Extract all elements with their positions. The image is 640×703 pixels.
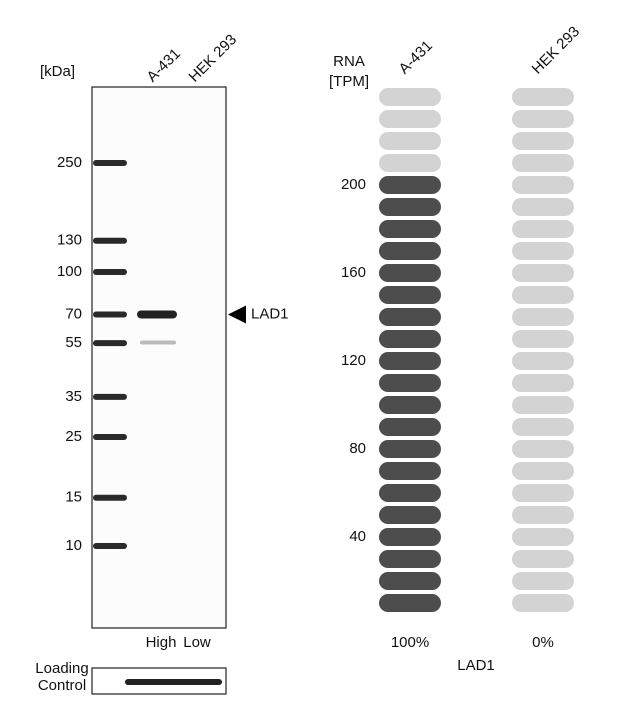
pill: [512, 396, 574, 414]
pill: [379, 308, 441, 326]
pill: [512, 352, 574, 370]
lane-label: HEK 293: [186, 31, 240, 85]
pill: [512, 88, 574, 106]
pill: [379, 572, 441, 590]
unit-label: [kDa]: [40, 63, 75, 80]
pill: [512, 374, 574, 392]
pill: [512, 242, 574, 260]
ladder-band: [93, 543, 127, 549]
pill: [379, 242, 441, 260]
marker-label: 70: [65, 305, 82, 322]
pill: [512, 440, 574, 458]
rna-axis-label: [TPM]: [329, 73, 369, 90]
value-label: 0%: [532, 634, 554, 651]
rna-axis-label: RNA: [333, 53, 365, 70]
loading-band: [125, 679, 222, 685]
pill: [379, 418, 441, 436]
expression-label: High: [146, 634, 177, 651]
pill: [512, 198, 574, 216]
lane-label: A-431: [396, 37, 436, 77]
pill: [512, 506, 574, 524]
y-tick-label: 80: [349, 440, 366, 457]
pill: [512, 594, 574, 612]
y-tick-label: 160: [341, 264, 366, 281]
ladder-band: [93, 494, 127, 501]
pill: [379, 198, 441, 216]
pill: [379, 220, 441, 238]
pill: [379, 550, 441, 568]
pill: [512, 330, 574, 348]
pill: [379, 440, 441, 458]
pill: [379, 286, 441, 304]
pill: [379, 506, 441, 524]
pill: [379, 352, 441, 370]
blot-frame: [91, 86, 227, 629]
expression-label: Low: [183, 634, 211, 651]
marker-label: 100: [57, 263, 82, 280]
pill: [379, 132, 441, 150]
marker-label: 10: [65, 537, 82, 554]
pill-column: [512, 88, 574, 612]
marker-label: 250: [57, 154, 82, 171]
pill: [512, 154, 574, 172]
value-label: 100%: [391, 634, 429, 651]
pill: [379, 594, 441, 612]
pill: [379, 154, 441, 172]
pill: [512, 550, 574, 568]
pill: [379, 528, 441, 546]
pill: [379, 484, 441, 502]
target-band: [137, 310, 177, 319]
marker-label: 55: [65, 334, 82, 351]
marker-label: 25: [65, 428, 82, 445]
pill: [512, 176, 574, 194]
ladder-band: [93, 393, 127, 400]
pill: [512, 528, 574, 546]
pill: [379, 110, 441, 128]
pill: [379, 264, 441, 282]
pill: [379, 374, 441, 392]
pill: [512, 308, 574, 326]
ladder-band: [93, 269, 127, 275]
lane-label: HEK 293: [529, 23, 583, 77]
loading-label: Control: [38, 677, 86, 694]
pill: [512, 484, 574, 502]
pill: [379, 330, 441, 348]
pill: [512, 110, 574, 128]
minor-band: [140, 340, 176, 345]
pill: [512, 572, 574, 590]
target-label: LAD1: [251, 305, 289, 322]
pill: [512, 132, 574, 150]
pill: [379, 176, 441, 194]
marker-label: 15: [65, 489, 82, 506]
pill: [512, 418, 574, 436]
pill-column: [379, 88, 441, 612]
y-tick-label: 200: [341, 176, 366, 193]
marker-label: 35: [65, 388, 82, 405]
ladder-band: [93, 340, 127, 347]
pill: [512, 286, 574, 304]
y-tick-label: 120: [341, 352, 366, 369]
pill: [512, 264, 574, 282]
ladder-band: [93, 159, 127, 166]
marker-label: 130: [57, 232, 82, 249]
ladder-band: [93, 311, 127, 318]
pill: [512, 220, 574, 238]
pill: [379, 462, 441, 480]
pill: [512, 462, 574, 480]
pill: [379, 88, 441, 106]
lane-label: A-431: [144, 45, 184, 85]
loading-label: Loading: [35, 660, 88, 677]
ladder-band: [93, 237, 127, 244]
target-arrow: [228, 305, 246, 324]
ladder-band: [93, 433, 127, 440]
gene-label: LAD1: [457, 657, 495, 674]
y-tick-label: 40: [349, 528, 366, 545]
pill: [379, 396, 441, 414]
